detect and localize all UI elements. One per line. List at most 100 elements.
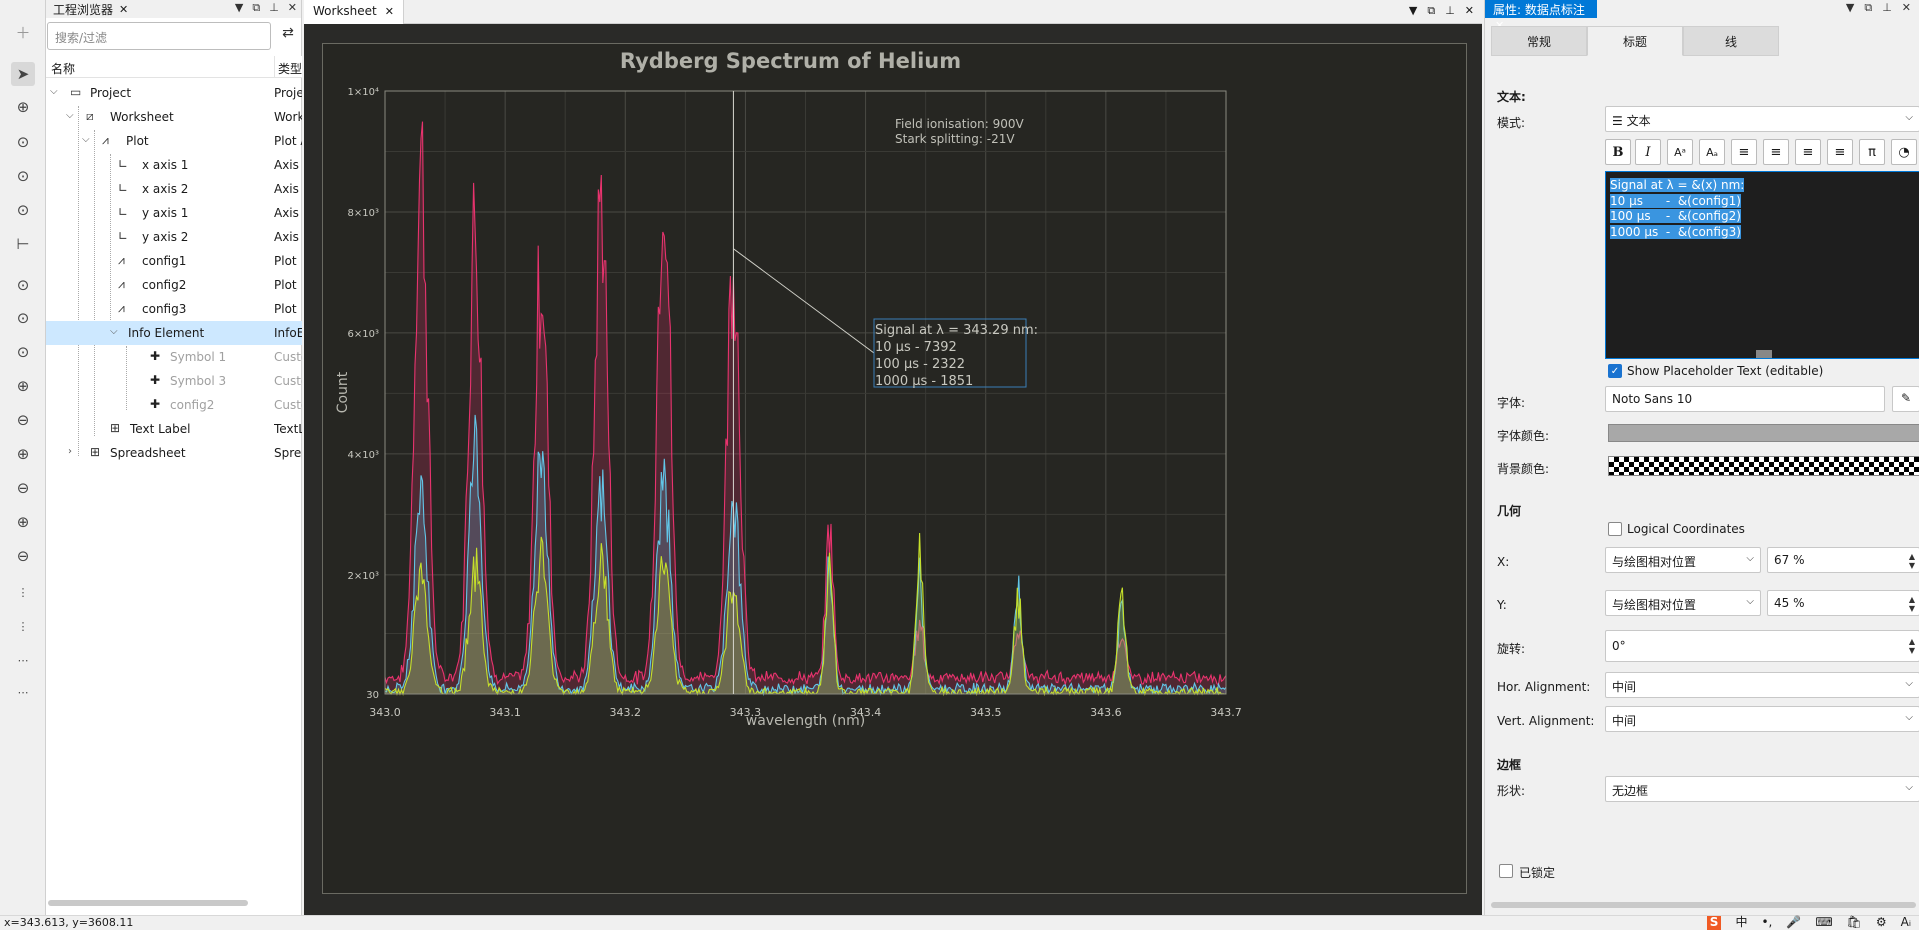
dropdown-icon[interactable]: ▼ xyxy=(1845,1,1855,14)
pin-icon[interactable]: ⊥ xyxy=(269,1,279,14)
border-shape-select[interactable]: 无边框 ⌵ xyxy=(1605,776,1919,802)
spinner-arrows-icon[interactable]: ▲ ▼ xyxy=(1908,595,1915,613)
select-tool-icon[interactable]: ➤ xyxy=(11,62,35,86)
spinner-arrows-icon[interactable]: ▲ ▼ xyxy=(1908,552,1915,570)
punctuation-icon[interactable]: •, xyxy=(1761,915,1773,929)
keyboard-icon[interactable]: ⌨ xyxy=(1815,915,1833,929)
ai-icon[interactable]: Aᵢ xyxy=(1900,915,1911,929)
bg-color-swatch[interactable] xyxy=(1608,456,1919,476)
subscript-button[interactable]: Aₐ xyxy=(1699,139,1725,165)
collapse-icon[interactable]: ⌵ xyxy=(82,134,90,145)
shift-up-icon[interactable]: ⋯ xyxy=(17,653,29,667)
zoom-auto-x-icon[interactable]: ⊙ xyxy=(16,309,30,327)
label-text-editor[interactable]: Signal at λ = &(x) nm: 10 µs - &(config1… xyxy=(1605,171,1919,359)
tree-item-plot[interactable]: ⌵ ⩘ Plot Plot Area xyxy=(82,133,302,148)
x-position-spinbox[interactable]: 67 % ▲ ▼ xyxy=(1767,547,1919,573)
tab-worksheet[interactable]: Worksheet ✕ xyxy=(304,0,404,24)
zoom-auto-icon[interactable]: ⊙ xyxy=(16,276,30,294)
zoom-x-select-icon[interactable]: ⊙ xyxy=(16,167,30,185)
align-right-button[interactable]: ≡ xyxy=(1795,139,1821,165)
dropdown-icon[interactable]: ▼ xyxy=(234,1,244,14)
col-type-header[interactable]: 类型 xyxy=(274,56,302,78)
skin-icon[interactable]: 🛍 xyxy=(1846,915,1862,929)
spectrum-chart[interactable]: 343.0 343.1 343.2 343.3 343.4 343.5 343.6 343.7… xyxy=(323,44,1468,895)
align-left-button[interactable]: ≡ xyxy=(1731,139,1757,165)
tab-general[interactable]: 常规 xyxy=(1491,26,1587,56)
y-position-spinbox[interactable]: 45 % ▲ ▼ xyxy=(1767,590,1919,616)
collapse-icon[interactable]: ⌵ xyxy=(66,110,74,121)
pin-icon[interactable]: ⊥ xyxy=(1445,4,1455,17)
tree-item-worksheet[interactable]: ⌵ ⧄ Worksheet Worksheet xyxy=(66,109,302,124)
plot-area[interactable]: 343.0 343.1 343.2 343.3 343.4 343.5 343.6 343.7… xyxy=(322,43,1467,894)
horizontal-scrollbar[interactable] xyxy=(1491,902,1916,908)
settings-icon[interactable]: ⚙ xyxy=(1875,915,1887,929)
add-icon[interactable]: ＋ xyxy=(15,23,31,42)
zoom-in-icon[interactable]: ⊕ xyxy=(16,377,30,395)
superscript-button[interactable]: Aᵃ xyxy=(1667,139,1693,165)
dropdown-icon[interactable]: ▼ xyxy=(1408,4,1418,17)
tree-item-project[interactable]: ⌵ ▭ Project Project xyxy=(50,85,302,100)
zoom-in-y-icon[interactable]: ⊕ xyxy=(16,513,30,531)
tree-item-config1[interactable]: ⩘ config1 Plot xyxy=(118,253,297,268)
justify-button[interactable]: ≡ xyxy=(1827,139,1853,165)
float-icon[interactable]: ⧉ xyxy=(252,1,261,14)
close-dock-icon[interactable]: ✕ xyxy=(1901,1,1911,14)
tree-item-config3[interactable]: ⩘ config3 Plot xyxy=(118,301,297,316)
close-icon[interactable]: ✕ xyxy=(1495,19,1504,32)
tree-item-x-axis-2[interactable]: ∟ x axis 2 Axis xyxy=(118,181,299,196)
show-placeholder-checkbox[interactable]: ✓ xyxy=(1608,364,1622,378)
shift-left-icon[interactable]: ⋮ xyxy=(17,585,29,599)
tree-item-symbol-1[interactable]: ✚ Symbol 1 Custom xyxy=(150,349,302,364)
x-position-mode-select[interactable]: 与绘图相对位置 ⌵ xyxy=(1605,547,1761,573)
shift-down-icon[interactable]: ⋯ xyxy=(17,685,29,699)
microphone-icon[interactable]: 🎤 xyxy=(1786,915,1802,929)
tree-item-spreadsheet[interactable]: › ⊞ Spreadsheet Spreadsheet xyxy=(68,445,302,460)
close-dock-icon[interactable]: ✕ xyxy=(1464,4,1474,17)
align-center-button[interactable]: ≡ xyxy=(1763,139,1789,165)
datetime-button[interactable]: ◔ xyxy=(1891,139,1917,165)
tree-item-y-axis-2[interactable]: ∟ y axis 2 Axis xyxy=(118,229,299,244)
shift-right-icon[interactable]: ⋮ xyxy=(17,619,29,633)
zoom-out-y-icon[interactable]: ⊖ xyxy=(16,547,30,565)
expand-icon[interactable]: › xyxy=(68,446,72,457)
tab-line[interactable]: 线 xyxy=(1683,26,1779,56)
mode-select[interactable]: ☰ 文本 ⌵ xyxy=(1605,106,1919,132)
cursor-tool-icon[interactable]: ⊢ xyxy=(16,235,30,253)
tree-item-symbol-3[interactable]: ✚ Symbol 3 Custom xyxy=(150,373,302,388)
zoom-select-icon[interactable]: ⊙ xyxy=(16,133,30,151)
worksheet-canvas[interactable]: 343.0 343.1 343.2 343.3 343.4 343.5 343.6 343.7… xyxy=(304,24,1482,915)
symbol-button[interactable]: π xyxy=(1859,139,1885,165)
search-input[interactable]: 搜索/过滤 xyxy=(47,22,271,50)
zoom-y-select-icon[interactable]: ⊙ xyxy=(16,201,30,219)
tab-title[interactable]: 标题 xyxy=(1587,26,1683,56)
ime-chinese-mode[interactable]: 中 xyxy=(1735,915,1748,929)
col-name-header[interactable]: 名称 xyxy=(51,62,76,76)
float-icon[interactable]: ⧉ xyxy=(1864,1,1873,14)
y-position-mode-select[interactable]: 与绘图相对位置 ⌵ xyxy=(1605,590,1761,616)
bold-button[interactable]: B xyxy=(1605,139,1631,165)
spinner-arrows-icon[interactable]: ▲ ▼ xyxy=(1908,637,1915,655)
vert-alignment-select[interactable]: 中间 ⌵ xyxy=(1605,706,1919,732)
filter-options-icon[interactable]: ⇄ xyxy=(282,25,294,41)
font-field[interactable]: Noto Sans 10 xyxy=(1605,386,1885,412)
resize-handle[interactable] xyxy=(1756,350,1772,358)
close-icon[interactable]: ✕ xyxy=(119,2,129,16)
zoom-out-x-icon[interactable]: ⊖ xyxy=(16,479,30,497)
crosshair-tool-icon[interactable]: ⊕ xyxy=(16,98,30,116)
zoom-out-icon[interactable]: ⊖ xyxy=(16,411,30,429)
collapse-icon[interactable]: ⌵ xyxy=(50,86,58,97)
font-color-swatch[interactable] xyxy=(1608,424,1919,442)
pin-icon[interactable]: ⊥ xyxy=(1882,1,1892,14)
tree-item-custom-config2[interactable]: ✚ config2 Custom xyxy=(150,397,302,412)
float-icon[interactable]: ⧉ xyxy=(1427,4,1436,17)
horizontal-scrollbar[interactable] xyxy=(48,900,248,906)
ime-logo-icon[interactable]: S xyxy=(1706,916,1722,930)
tree-item-config2[interactable]: ⩘ config2 Plot xyxy=(118,277,297,292)
close-icon[interactable]: ✕ xyxy=(384,5,394,18)
locked-checkbox[interactable] xyxy=(1499,864,1513,878)
tree-item-y-axis-1[interactable]: ∟ y axis 1 Axis xyxy=(118,205,299,220)
zoom-auto-y-icon[interactable]: ⊙ xyxy=(16,343,30,361)
edit-font-icon[interactable]: ✎ xyxy=(1892,386,1919,412)
